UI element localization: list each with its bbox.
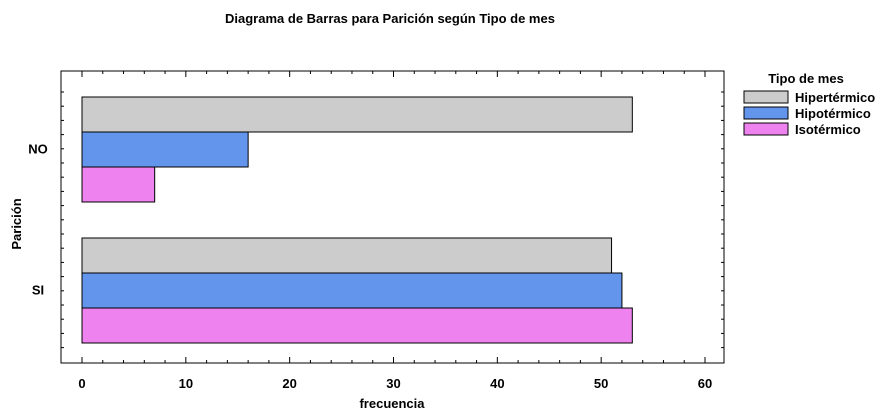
legend-swatch (743, 122, 789, 136)
x-tick-labels: 0 10 20 30 40 50 60 (78, 376, 712, 391)
y-tick-labels: NO SI (28, 142, 48, 298)
y-tick-label: NO (28, 142, 48, 157)
legend-swatch (743, 106, 789, 120)
x-axis-label: frecuencia (359, 396, 425, 411)
x-tick-label: 0 (78, 376, 85, 391)
bar-no-1 (81, 96, 633, 133)
legend-swatch (743, 90, 789, 104)
y-axis-label: Parición (9, 198, 24, 249)
x-tick-label: 30 (386, 376, 400, 391)
x-tick-label: 50 (594, 376, 608, 391)
ticks (61, 71, 724, 363)
x-tick-label: 60 (698, 376, 712, 391)
legend-title: Tipo de mes (768, 71, 844, 86)
y-tick-label: SI (32, 283, 44, 298)
x-tick-label: 20 (282, 376, 296, 391)
bar-si-3 (81, 307, 633, 344)
legend-label: Hipertérmico (795, 90, 875, 105)
legend-label: Isotérmico (795, 122, 861, 137)
bar-si-2 (81, 272, 623, 309)
x-tick-label: 10 (179, 376, 193, 391)
plot-frame (60, 70, 725, 364)
bar-no-2 (81, 131, 249, 168)
chart-title: Diagrama de Barras para Parición según T… (225, 11, 555, 26)
legend: Tipo de mes HipertérmicoHipotérmicoIsoté… (743, 71, 875, 137)
bar-si-1 (81, 237, 613, 274)
x-tick-label: 40 (490, 376, 504, 391)
bars (81, 96, 633, 344)
bar-no-3 (81, 166, 156, 203)
legend-label: Hipotérmico (795, 106, 871, 121)
